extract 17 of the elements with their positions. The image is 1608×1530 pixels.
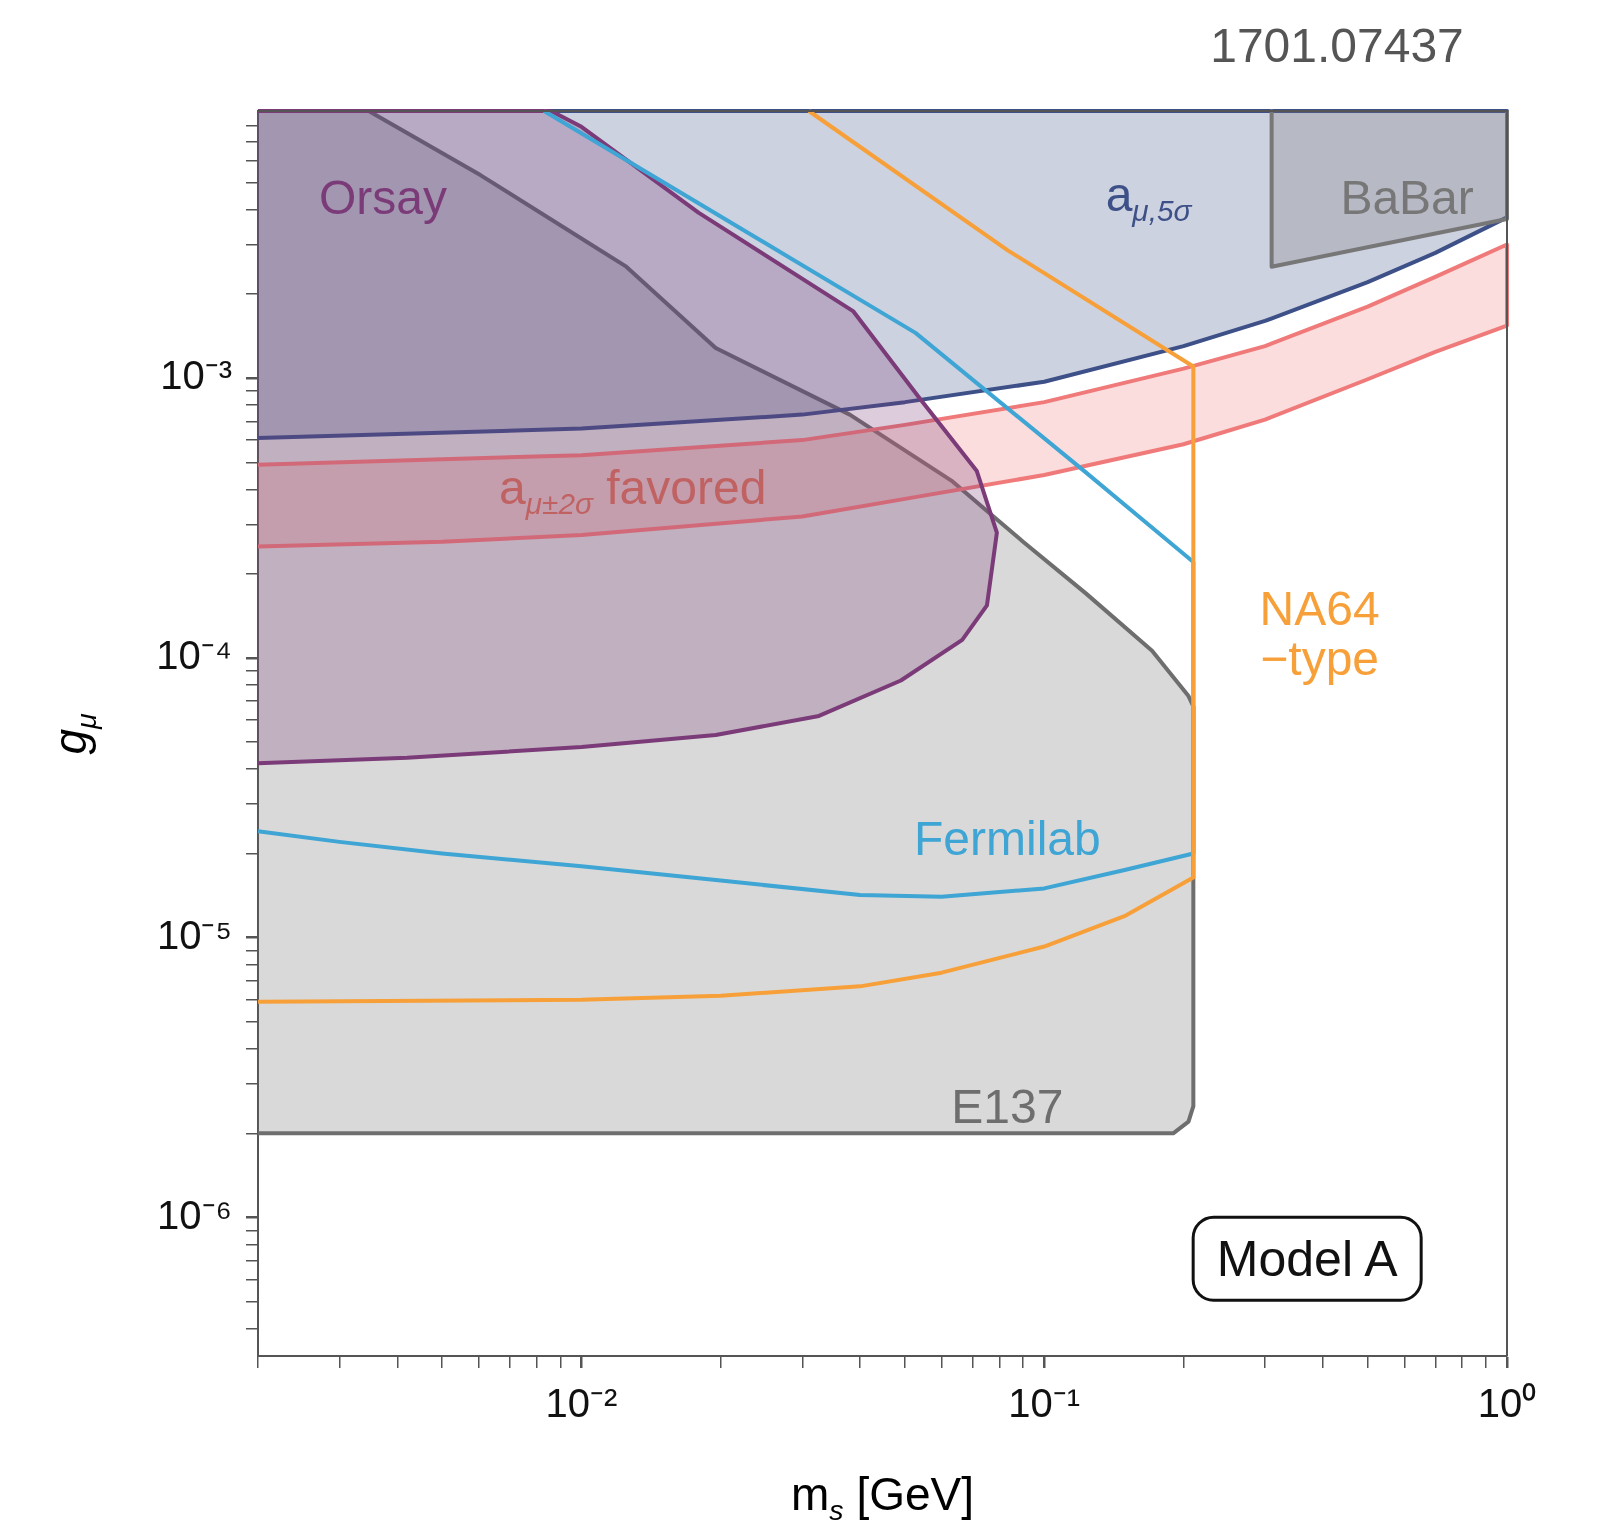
x-tick-label: 10⁻² xyxy=(545,1381,618,1426)
y-tick-label: 10⁻⁶ xyxy=(157,1192,232,1237)
x-axis-title: m$_{s}$ [GeV] xyxy=(791,1467,974,1527)
y-tick-label: 10⁻⁴ xyxy=(156,632,232,677)
series-label: a$_{μ,5σ}$ xyxy=(1105,167,1192,228)
series-label: BaBar xyxy=(1340,170,1474,224)
annotation: Model A xyxy=(1191,1215,1423,1303)
series-label: Fermilab xyxy=(914,812,1101,866)
series-label: Orsay xyxy=(318,170,447,224)
y-tick-label: 10⁻³ xyxy=(160,353,232,398)
x-tick-label: 10⁰ xyxy=(1477,1381,1537,1426)
x-tick-label: 10⁻¹ xyxy=(1008,1381,1081,1426)
series-label: E137 xyxy=(951,1079,1064,1133)
series-label: a$_{μ±2σ}$ favored xyxy=(499,460,767,520)
y-tick-label: 10⁻⁵ xyxy=(156,912,232,957)
text: 1701.07437 xyxy=(1210,18,1464,72)
series-label: NA64 −type xyxy=(1259,581,1380,685)
